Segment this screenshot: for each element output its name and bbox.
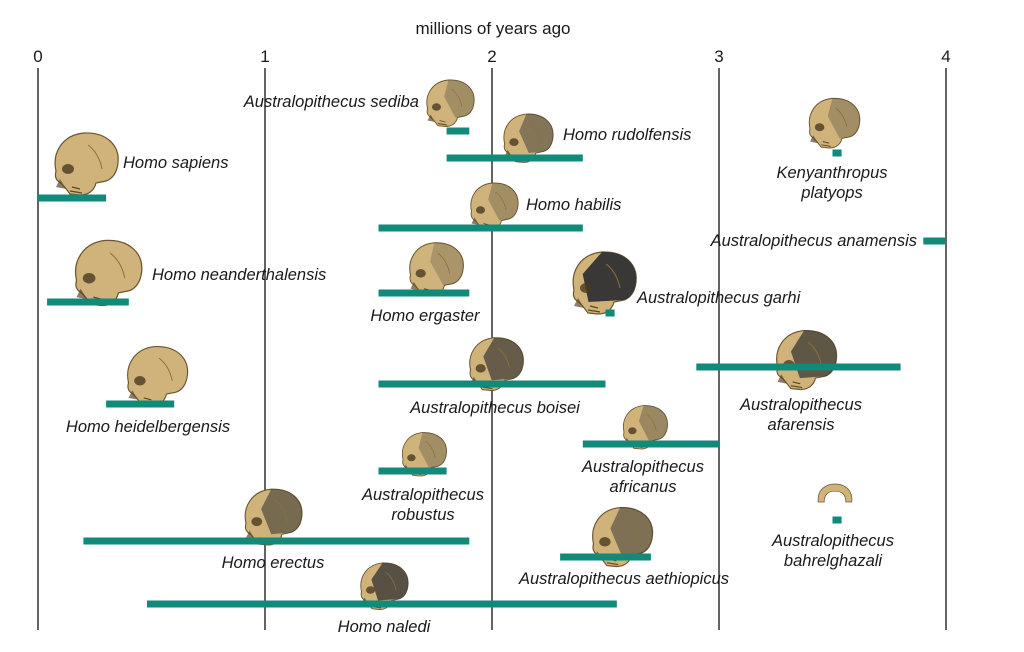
skull-icon-homo-rudolfensis (503, 113, 554, 163)
range-bar-australopithecus-anamensis (923, 237, 946, 245)
range-bar-homo-sapiens (38, 194, 107, 202)
species-labels: Homo sapiens Homo neanderthalensis Homo he… (66, 93, 917, 636)
skull-illustrations (54, 79, 861, 610)
skull-icon-homo-heidelbergensis (127, 346, 188, 407)
skull-icon-australopithecus-boisei (469, 337, 524, 392)
skull-icon-kenyanthropus-platyops (808, 97, 861, 149)
tick-label-2: 2 (487, 47, 496, 66)
skull-icon-homo-erectus (244, 488, 303, 546)
range-bar-australopithecus-garhi (605, 309, 615, 317)
skull-icon-homo-ergaster (409, 242, 464, 297)
range-bar-australopithecus-afarensis (696, 363, 901, 371)
range-bar-homo-ergaster (378, 289, 470, 297)
species-label-homo-rudolfensis: Homo rudolfensis (563, 126, 691, 144)
tick-label-3: 3 (714, 47, 723, 66)
range-bar-australopithecus-africanus (582, 440, 719, 448)
axis-title: millions of years ago (416, 19, 571, 38)
skull-icon-australopithecus-afarensis (776, 330, 837, 391)
skull-icon-australopithecus-garhi (572, 251, 637, 315)
range-bar-homo-rudolfensis (446, 154, 583, 162)
range-bar-australopithecus-robustus (378, 467, 447, 475)
species-label-homo-naledi: Homo naledi (338, 618, 432, 636)
tick-label-0: 0 (33, 47, 42, 66)
species-label-australopithecus-anamensis: Australopithecus anamensis (710, 232, 917, 250)
species-label-australopithecus-bahrelghazali: Australopithecus bahrelghazali (771, 532, 894, 570)
species-label-australopithecus-robustus: Australopithecus robustus (361, 486, 484, 524)
range-bars (38, 127, 946, 608)
range-bar-kenyanthropus-platyops (832, 149, 842, 157)
species-label-australopithecus-garhi: Australopithecus garhi (636, 289, 802, 307)
axis-ticks: 0 1 2 3 4 (33, 47, 950, 66)
species-label-kenyanthropus-platyops: Kenyanthropus platyops (777, 164, 888, 202)
species-label-homo-habilis: Homo habilis (526, 196, 621, 214)
range-bar-homo-erectus (83, 537, 470, 545)
skull-icon-homo-neanderthalensis (75, 239, 143, 307)
range-bar-australopithecus-boisei (378, 380, 606, 388)
range-bar-australopithecus-bahrelghazali (832, 516, 842, 524)
range-bar-australopithecus-sediba (446, 127, 470, 135)
range-bar-homo-neanderthalensis (47, 298, 129, 306)
skull-icon-australopithecus-africanus (622, 405, 668, 450)
range-bar-homo-habilis (378, 224, 583, 232)
skull-icon-homo-habilis (470, 182, 519, 230)
tick-label-4: 4 (941, 47, 950, 66)
species-label-homo-erectus: Homo erectus (222, 554, 325, 572)
species-label-australopithecus-africanus: Australopithecus africanus (581, 458, 704, 496)
species-label-australopithecus-afarensis: Australopithecus afarensis (739, 396, 862, 434)
range-bar-homo-naledi (146, 600, 617, 608)
skull-icon-australopithecus-robustus (401, 432, 447, 477)
species-label-homo-sapiens: Homo sapiens (123, 154, 228, 172)
range-bar-homo-heidelbergensis (106, 400, 175, 408)
species-label-australopithecus-aethiopicus: Australopithecus aethiopicus (518, 570, 729, 588)
tick-label-1: 1 (260, 47, 269, 66)
skull-icon-australopithecus-bahrelghazali (817, 483, 853, 503)
range-bar-australopithecus-aethiopicus (560, 553, 651, 561)
skull-icon-australopithecus-aethiopicus (592, 507, 653, 568)
species-label-homo-neanderthalensis: Homo neanderthalensis (152, 266, 326, 284)
skull-icon-australopithecus-sediba (426, 79, 475, 127)
species-label-australopithecus-sediba: Australopithecus sediba (243, 93, 419, 111)
species-label-homo-ergaster: Homo ergaster (370, 307, 481, 325)
skull-icon-homo-sapiens (54, 132, 119, 196)
species-label-homo-heidelbergensis: Homo heidelbergensis (66, 418, 230, 436)
species-label-australopithecus-boisei: Australopithecus boisei (409, 399, 581, 417)
